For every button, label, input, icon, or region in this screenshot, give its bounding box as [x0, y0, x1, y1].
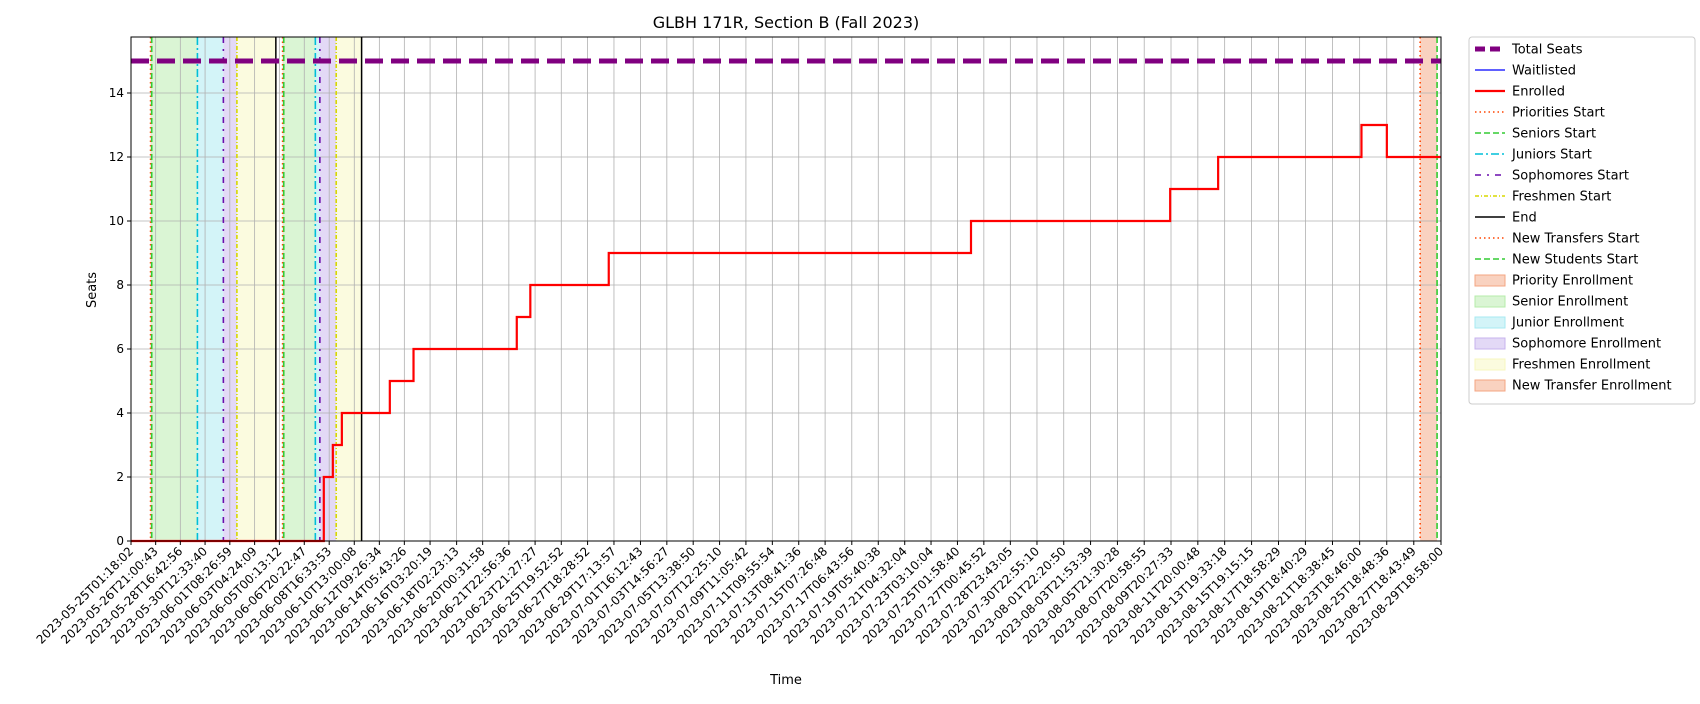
legend-swatch-priority-enrollment: [1474, 274, 1506, 287]
legend-swatch-sophomore-enrollment: [1474, 337, 1506, 350]
legend-label-sophomore-enrollment: Sophomore Enrollment: [1512, 337, 1661, 352]
y-tick-label: 12: [109, 150, 124, 164]
y-tick-label: 6: [116, 342, 124, 356]
legend-swatch-junior-enrollment: [1474, 316, 1506, 329]
legend-label-priority-enrollment: Priority Enrollment: [1512, 274, 1633, 289]
band-freshmen-enrollment: [336, 37, 362, 541]
band-freshmen-enrollment: [236, 37, 276, 541]
legend-label-priorities-start: Priorities Start: [1512, 106, 1605, 121]
band-new-transfer-enrollment: [1420, 37, 1438, 541]
y-tick-label: 8: [116, 278, 124, 292]
legend-swatch-senior-enrollment: [1474, 295, 1506, 308]
legend-box: [1468, 36, 1696, 405]
legend-label-senior-enrollment: Senior Enrollment: [1512, 295, 1628, 310]
legend-label-end: End: [1512, 211, 1537, 226]
legend-label-total-seats: Total Seats: [1511, 43, 1583, 58]
band-junior-enrollment: [315, 37, 320, 541]
chart-title: GLBH 171R, Section B (Fall 2023): [653, 13, 920, 32]
legend-label-waitlisted: Waitlisted: [1512, 64, 1576, 79]
legend-label-enrolled: Enrolled: [1512, 85, 1565, 100]
enrollment-window-bands: [150, 37, 1438, 541]
legend-label-new-students-start: New Students Start: [1512, 253, 1638, 268]
band-senior-enrollment: [151, 37, 198, 541]
legend-label-freshmen-enrollment: Freshmen Enrollment: [1512, 358, 1650, 373]
y-tick-label: 14: [109, 86, 124, 100]
y-tick-label: 0: [116, 534, 124, 548]
band-senior-enrollment: [283, 37, 316, 541]
y-tick-label: 10: [109, 214, 124, 228]
legend-label-seniors-start: Seniors Start: [1512, 127, 1596, 142]
band-junior-enrollment: [197, 37, 224, 541]
legend-swatch-freshmen-enrollment: [1474, 358, 1506, 371]
legend-label-new-transfers-start: New Transfers Start: [1512, 232, 1639, 247]
y-axis-ticks: 0 2 4 6 8 10 12 14: [109, 86, 131, 548]
y-tick-label: 4: [116, 406, 124, 420]
y-axis-label: Seats: [85, 272, 100, 308]
x-axis-label: Time: [769, 673, 802, 688]
legend-label-sophomores-start: Sophomores Start: [1512, 169, 1629, 184]
legend-label-juniors-start: Juniors Start: [1511, 148, 1592, 163]
event-lines: [149, 37, 1438, 541]
band-sophomore-enrollment: [319, 37, 337, 541]
legend-label-new-transfer-enrollment: New Transfer Enrollment: [1512, 379, 1672, 394]
y-tick-label: 2: [116, 470, 124, 484]
legend: Total Seats Waitlisted Enrolled Priorities …: [1468, 36, 1696, 405]
plot-frame: [130, 36, 1442, 542]
legend-label-junior-enrollment: Junior Enrollment: [1511, 316, 1624, 331]
series-line-enrolled: [131, 123, 1441, 543]
legend-label-freshmen-start: Freshmen Start: [1512, 190, 1611, 205]
legend-swatch-new-transfer-enrollment: [1474, 379, 1506, 392]
